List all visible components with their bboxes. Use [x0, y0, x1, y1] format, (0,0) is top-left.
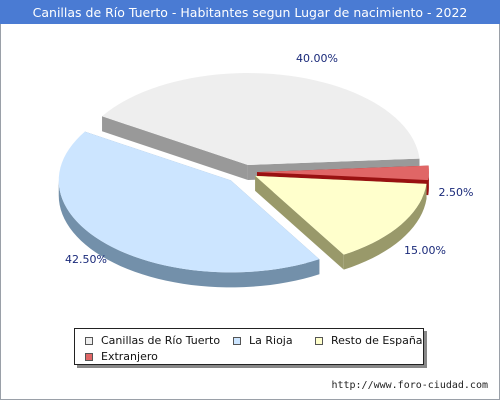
- pie-label-2: 15.00%: [404, 244, 446, 257]
- legend-label: Extranjero: [101, 350, 158, 363]
- legend-item-canillas: Canillas de Río Tuerto: [85, 334, 220, 347]
- pie-percentage-labels: 40.00% 2.50% 15.00% 42.50%: [65, 52, 473, 266]
- legend-swatch: [85, 336, 93, 345]
- pie-label-3: 2.50%: [439, 186, 474, 199]
- pie-side-3: [428, 172, 429, 196]
- pie-side-2: [343, 183, 427, 270]
- chart-title: Canillas de Río Tuerto - Habitantes segu…: [0, 0, 500, 24]
- legend-label: Resto de España: [331, 334, 423, 347]
- legend-item-resto-espana: Resto de España: [315, 334, 423, 347]
- pie-cut-face-2-1: [255, 175, 344, 270]
- pie-slice-extranjero: [256, 165, 429, 181]
- pie-slice-la-rioja: [58, 131, 320, 273]
- pie-label-0: 40.00%: [296, 52, 338, 65]
- footer-url: http://www.foro-ciudad.com: [331, 380, 488, 391]
- pie-label-1: 42.50%: [65, 253, 107, 266]
- pie-cut-face-0-0: [102, 116, 248, 181]
- legend-label: La Rioja: [249, 334, 293, 347]
- legend-item-la-rioja: La Rioja: [233, 334, 293, 347]
- legend-swatch: [315, 336, 323, 345]
- pie-side-1: [58, 180, 320, 288]
- legend: Canillas de Río Tuerto La Rioja Resto de…: [74, 328, 424, 365]
- pie-slice-canillas-de-r-o-tuerto: [102, 73, 420, 166]
- legend-label: Canillas de Río Tuerto: [101, 334, 221, 347]
- pie-top-faces: [58, 73, 429, 273]
- legend-item-extranjero: Extranjero: [85, 350, 158, 363]
- pie-slice-resto-de-espa-a: [255, 175, 427, 255]
- legend-swatch: [233, 336, 241, 345]
- legend-swatch: [85, 352, 93, 361]
